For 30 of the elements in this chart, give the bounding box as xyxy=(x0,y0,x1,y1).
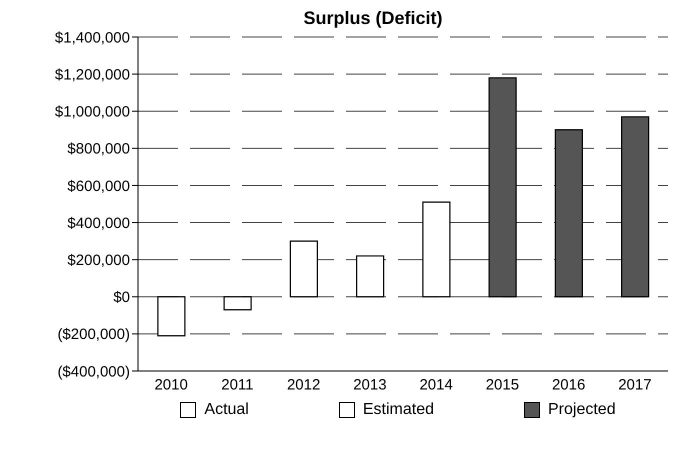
bar xyxy=(356,255,384,298)
x-tick-label: 2013 xyxy=(353,376,387,394)
y-tick-label: $1,200,000 xyxy=(54,66,130,84)
bar xyxy=(621,116,650,298)
y-tick-label: $400,000 xyxy=(67,214,130,232)
bar xyxy=(224,296,252,310)
x-tick-label: 2016 xyxy=(552,376,586,394)
y-tick-label: $1,400,000 xyxy=(54,29,130,46)
legend-label: Actual xyxy=(204,401,249,419)
x-tick-label: 2012 xyxy=(286,376,320,394)
y-tick-label: $1,000,000 xyxy=(54,104,130,121)
y-tick-label: $600,000 xyxy=(67,178,130,195)
x-tick-label: 2017 xyxy=(618,376,652,394)
legend-label: Estimated xyxy=(362,401,434,419)
y-tick-label: $200,000 xyxy=(67,252,130,269)
bar xyxy=(554,129,583,298)
y-tick-label: $0 xyxy=(113,289,130,306)
x-tick-label: 2014 xyxy=(419,376,453,394)
legend-label: Projected xyxy=(548,401,616,419)
bar xyxy=(290,240,318,298)
chart-title: Surplus (Deficit) xyxy=(302,8,444,29)
x-tick-label: 2015 xyxy=(486,376,520,394)
y-tick-label: ($200,000) xyxy=(57,326,130,344)
bar xyxy=(422,202,450,298)
x-tick-label: 2010 xyxy=(154,376,188,394)
y-tick-label: $800,000 xyxy=(67,140,130,158)
bar xyxy=(157,296,186,336)
y-tick-label: ($400,000) xyxy=(57,363,130,380)
bar xyxy=(488,77,517,298)
x-tick-label: 2011 xyxy=(221,376,254,394)
